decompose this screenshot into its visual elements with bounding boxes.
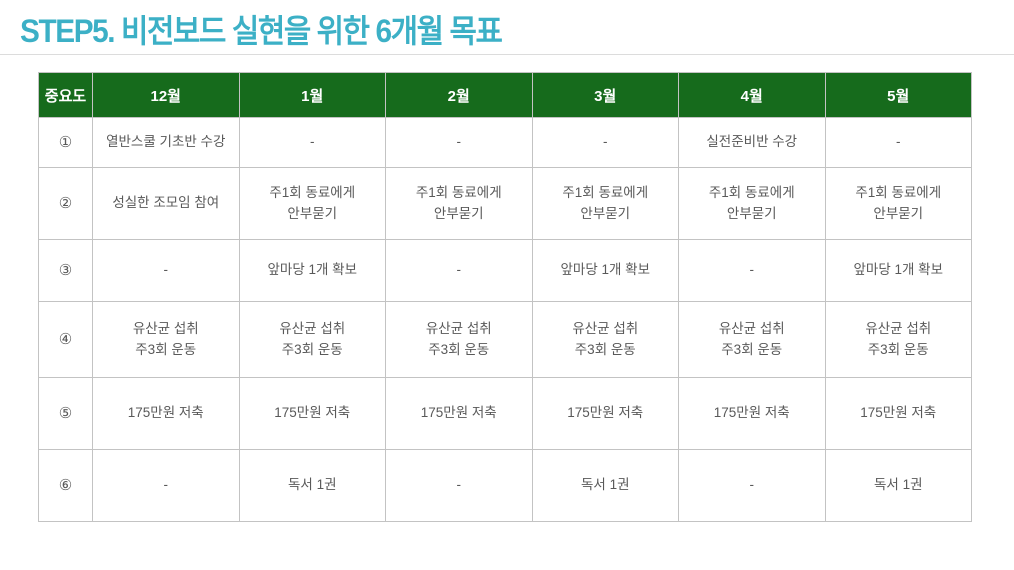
goal-cell: 유산균 섭취 주3회 운동 — [385, 301, 533, 378]
goal-cell: 주1회 동료에게 안부묻기 — [531, 167, 679, 240]
title-divider — [0, 54, 1014, 55]
goal-cell: - — [92, 239, 240, 302]
table-row: ① 열반스쿨 기초반 수강 - - - 실전준비반 수강 - — [38, 117, 972, 168]
goal-cell: 유산균 섭취 주3회 운동 — [531, 301, 679, 378]
goal-cell: 독서 1권 — [531, 449, 679, 522]
goal-cell: 실전준비반 수강 — [678, 117, 826, 168]
col-header-month: 5월 — [824, 72, 972, 118]
goal-cell: 유산균 섭취 주3회 운동 — [92, 301, 240, 378]
goal-cell: 성실한 조모임 참여 — [92, 167, 240, 240]
row-number: ③ — [38, 239, 93, 302]
goal-cell: 유산균 섭취 주3회 운동 — [678, 301, 826, 378]
goal-cell: 175만원 저축 — [238, 377, 386, 450]
col-header-month: 3월 — [531, 72, 679, 118]
goals-table-head-row: 중요도 12월 1월 2월 3월 4월 5월 — [38, 72, 972, 118]
goal-cell: 주1회 동료에게 안부묻기 — [678, 167, 826, 240]
table-row: ④ 유산균 섭취 주3회 운동 유산균 섭취 주3회 운동 유산균 섭취 주3회 운동… — [38, 301, 972, 378]
row-number: ④ — [38, 301, 93, 378]
table-row: ② 성실한 조모임 참여 주1회 동료에게 안부묻기 주1회 동료에게 안부묻기 주1회… — [38, 167, 972, 240]
goal-cell: - — [678, 449, 826, 522]
page-title: STEP5. 비전보드 실현을 위한 6개월 목표 — [20, 13, 503, 49]
goals-table: 중요도 12월 1월 2월 3월 4월 5월 ① 열반스쿨 기초반 수강 - - - 실전준비반 수강… — [38, 72, 972, 522]
row-number: ② — [38, 167, 93, 240]
row-number: ⑤ — [38, 377, 93, 450]
goal-cell: 독서 1권 — [238, 449, 386, 522]
col-header-month: 12월 — [92, 72, 240, 118]
goal-cell: - — [385, 449, 533, 522]
goal-cell: 주1회 동료에게 안부묻기 — [385, 167, 533, 240]
goal-cell: 175만원 저축 — [824, 377, 972, 450]
row-number: ① — [38, 117, 93, 168]
col-header-month: 4월 — [678, 72, 826, 118]
goal-cell: - — [531, 117, 679, 168]
goal-cell: - — [678, 239, 826, 302]
col-header-month: 2월 — [385, 72, 533, 118]
goal-cell: 주1회 동료에게 안부묻기 — [824, 167, 972, 240]
goal-cell: 유산균 섭취 주3회 운동 — [238, 301, 386, 378]
table-row: ③ - 앞마당 1개 확보 - 앞마당 1개 확보 - 앞마당 1개 확보 — [38, 239, 972, 302]
goal-cell: - — [385, 117, 533, 168]
goal-cell: 열반스쿨 기초반 수강 — [92, 117, 240, 168]
goal-cell: 175만원 저축 — [385, 377, 533, 450]
goal-cell: 앞마당 1개 확보 — [531, 239, 679, 302]
col-header-month: 1월 — [238, 72, 386, 118]
goals-table-body: ① 열반스쿨 기초반 수강 - - - 실전준비반 수강 - ② 성실한 조모임 참여 주1회 동… — [38, 117, 972, 522]
table-row: ⑤ 175만원 저축 175만원 저축 175만원 저축 175만원 저축 175만원 저… — [38, 377, 972, 450]
col-header-importance: 중요도 — [38, 72, 93, 118]
row-number: ⑥ — [38, 449, 93, 522]
table-row: ⑥ - 독서 1권 - 독서 1권 - 독서 1권 — [38, 449, 972, 522]
goal-cell: 앞마당 1개 확보 — [824, 239, 972, 302]
goal-cell: - — [238, 117, 386, 168]
goal-cell: 175만원 저축 — [531, 377, 679, 450]
goal-cell: 유산균 섭취 주3회 운동 — [824, 301, 972, 378]
goal-cell: 175만원 저축 — [678, 377, 826, 450]
goal-cell: - — [92, 449, 240, 522]
goal-cell: 앞마당 1개 확보 — [238, 239, 386, 302]
goal-cell: - — [824, 117, 972, 168]
goal-cell: 독서 1권 — [824, 449, 972, 522]
goal-cell: 175만원 저축 — [92, 377, 240, 450]
goal-cell: 주1회 동료에게 안부묻기 — [238, 167, 386, 240]
goal-cell: - — [385, 239, 533, 302]
